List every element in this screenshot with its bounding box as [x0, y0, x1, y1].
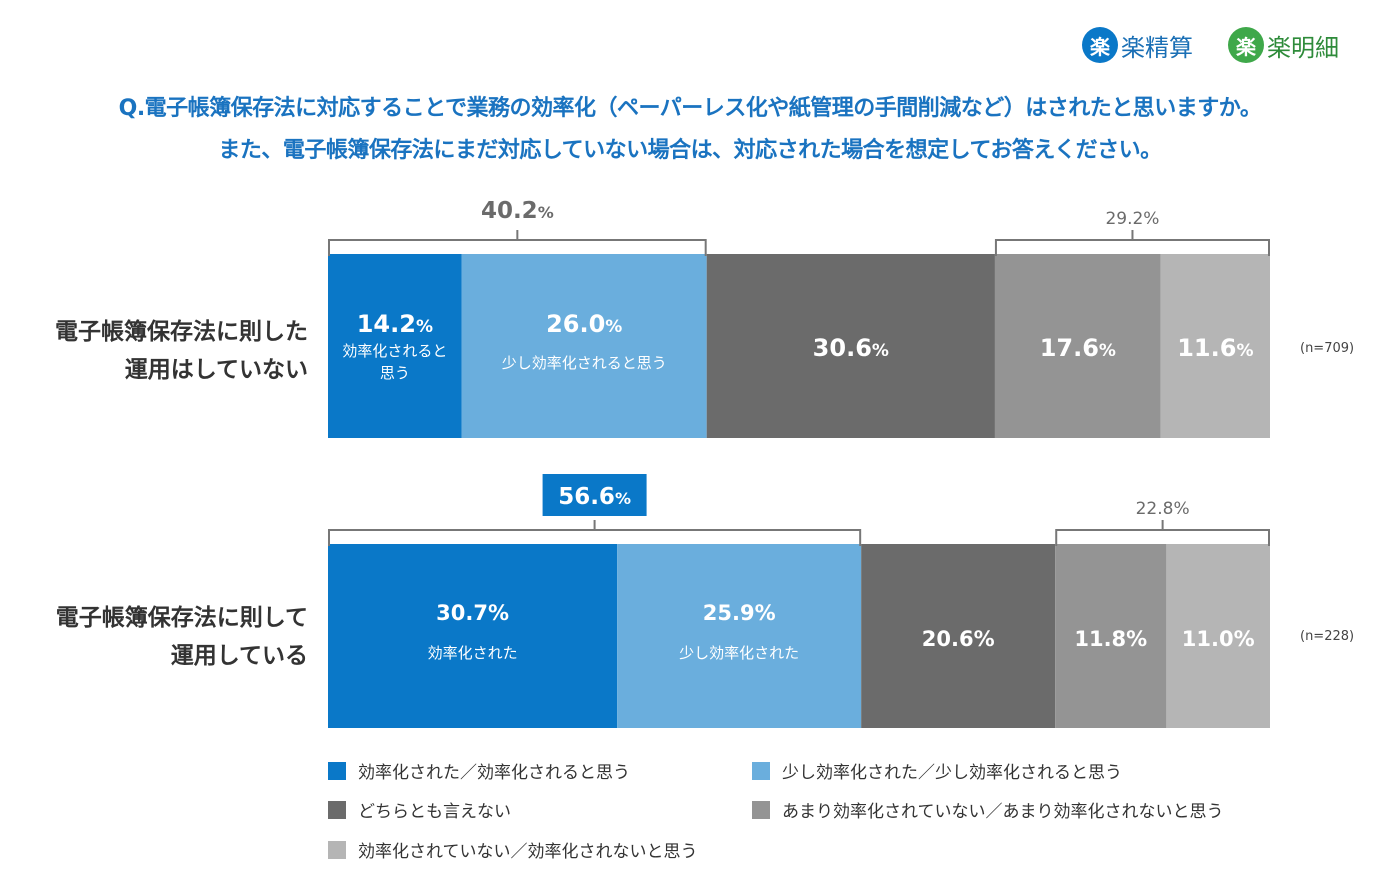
logo-text: 楽明細 — [1267, 33, 1339, 62]
positive-total-label: 40.2% — [481, 198, 554, 224]
negative-bracket — [994, 230, 1270, 256]
bar-segment — [461, 254, 707, 438]
positive-bracket — [328, 230, 707, 256]
bar-value-label: 26.0% — [546, 310, 622, 338]
row-label-compliant: 電子帳簿保存法に則して 運用している — [18, 599, 308, 675]
negative-bracket — [1055, 520, 1270, 546]
bar-sub-label: 思う — [380, 364, 410, 382]
bar-segment — [328, 254, 462, 438]
logo-text: 楽精算 — [1121, 33, 1193, 62]
bar-value-label: 14.2% — [357, 310, 433, 338]
legend-label: あまり効率化されていない／あまり効率化されないと思う — [782, 802, 1224, 822]
bar-segment — [706, 254, 995, 438]
bar-value-label: 30.6% — [813, 334, 889, 362]
row-label-line: 運用はしていない — [124, 357, 308, 383]
bar-segment — [1160, 254, 1270, 438]
legend-label: 効率化されていない／効率化されないと思う — [358, 842, 698, 862]
legend-swatch — [752, 800, 770, 819]
question-line-1: Q.電子帳簿保存法に対応することで業務の効率化（ペーパーレス化や紙管理の手間削減… — [118, 96, 1262, 121]
positive-bracket — [328, 520, 862, 546]
legend-item-not-very-efficient: あまり効率化されていない／あまり効率化されないと思う — [752, 797, 1224, 822]
legend-label: どちらとも言えない — [358, 802, 511, 822]
bar-segment — [328, 544, 618, 728]
legend-label: 少し効率化された／少し効率化されると思う — [782, 763, 1122, 783]
legend-swatch — [328, 761, 346, 780]
rakuraku-meisai-logo: 楽 楽明細 — [1228, 26, 1339, 64]
sample-size-label: (n=228) — [1300, 629, 1355, 644]
bar-value-label: 11.8% — [1074, 627, 1147, 651]
bar-sub-label: 効率化されると — [342, 342, 447, 360]
legend-swatch — [752, 761, 770, 780]
bar-segment — [617, 544, 862, 728]
bar-value-label: 11.0% — [1182, 627, 1255, 651]
bar-segment — [1055, 544, 1167, 728]
legend-swatch — [328, 840, 346, 859]
question-line-2: また、電子帳簿保存法にまだ対応していない場合は、対応された場合を想定してお答えく… — [218, 138, 1162, 163]
row-label-line: 電子帳簿保存法に則した — [55, 319, 308, 345]
legend-item-neutral: どちらとも言えない — [328, 797, 511, 822]
positive-total-label: 56.6% — [558, 484, 631, 510]
rakuraku-seisan-logo: 楽 楽精算 — [1082, 26, 1193, 64]
bar-segment — [994, 254, 1161, 438]
bar-sub-label: 少し効率化された — [679, 644, 799, 662]
bar-value-label: 30.7% — [436, 601, 509, 625]
row-label-not-compliant: 電子帳簿保存法に則した 運用はしていない — [18, 313, 308, 389]
legend-item-somewhat-efficient: 少し効率化された／少し効率化されると思う — [752, 758, 1122, 783]
bar-segment — [861, 544, 1056, 728]
bar-sub-label: 少し効率化されると思う — [502, 354, 667, 372]
bar-value-label: 17.6% — [1040, 334, 1116, 362]
bar-value-label: 11.6% — [1177, 334, 1253, 362]
negative-total-label: 29.2% — [1105, 209, 1159, 229]
rakuraku-badge-icon: 楽 — [1082, 27, 1118, 63]
legend-label: 効率化された／効率化されると思う — [358, 763, 630, 783]
positive-total-box — [542, 474, 647, 516]
bar-segment — [1166, 544, 1270, 728]
negative-total-label: 22.8% — [1136, 499, 1190, 519]
legend-item-not-efficient: 効率化されていない／効率化されないと思う — [328, 837, 698, 862]
rakuraku-badge-icon: 楽 — [1228, 27, 1264, 63]
bar-value-label: 20.6% — [922, 627, 995, 651]
legend-item-efficient: 効率化された／効率化されると思う — [328, 758, 630, 783]
row-label-line: 電子帳簿保存法に則して — [55, 605, 308, 631]
sample-size-label: (n=709) — [1300, 341, 1355, 356]
legend-swatch — [328, 800, 346, 819]
bar-value-label: 25.9% — [703, 601, 776, 625]
bar-sub-label: 効率化された — [428, 644, 518, 662]
row-label-line: 運用している — [170, 643, 308, 669]
